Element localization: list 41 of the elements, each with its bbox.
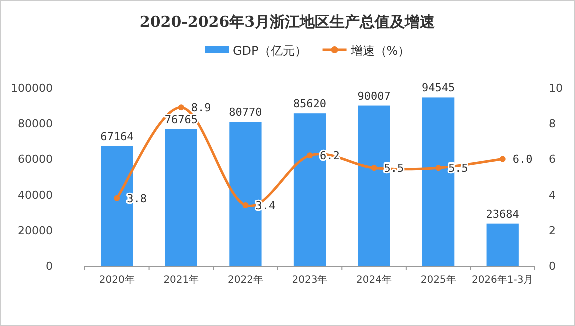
point bbox=[242, 202, 249, 208]
data-label: 5.5 bbox=[384, 162, 404, 176]
y2-tick-label: 10 bbox=[549, 82, 563, 95]
y2-tick-label: 6 bbox=[549, 153, 556, 166]
bar bbox=[486, 224, 519, 266]
point bbox=[371, 165, 378, 172]
x-tick-label: 2023年 bbox=[292, 274, 328, 286]
y2-tick-label: 0 bbox=[549, 260, 556, 273]
x-tick-label: 2021年 bbox=[164, 274, 200, 286]
point bbox=[436, 165, 442, 172]
bar bbox=[165, 129, 198, 266]
data-label: 80770 bbox=[229, 106, 262, 120]
y-tick-label: 40000 bbox=[18, 188, 53, 202]
data-label: 6.2 bbox=[320, 150, 340, 163]
data-label: 90007 bbox=[358, 90, 391, 103]
data-label: 6.0 bbox=[512, 153, 533, 166]
y2-tick-label: 2 bbox=[549, 224, 556, 238]
y-tick-label: 0 bbox=[46, 260, 53, 273]
chart-title: 2020-2026年3月浙江地区生产总值及增速 bbox=[140, 13, 436, 31]
data-label: 67164 bbox=[100, 130, 134, 144]
y-tick-label: 20000 bbox=[18, 224, 53, 238]
point bbox=[307, 152, 313, 159]
legend-label: 增速（%） bbox=[350, 44, 410, 58]
x-tick-label: 2022年 bbox=[228, 274, 264, 286]
data-label: 23684 bbox=[486, 208, 520, 221]
y-tick-label: 80000 bbox=[18, 118, 53, 131]
legend-label: GDP（亿元） bbox=[233, 44, 307, 58]
y-tick-label: 60000 bbox=[18, 153, 53, 166]
data-label: 85620 bbox=[293, 98, 327, 111]
x-tick-label: 2026年1-3月 bbox=[472, 274, 534, 286]
y2-tick-label: 4 bbox=[549, 188, 556, 202]
y-tick-label: 100000 bbox=[11, 82, 53, 95]
x-tick-label: 2025年 bbox=[420, 274, 456, 286]
x-tick-label: 2024年 bbox=[356, 274, 392, 286]
x-tick-label: 2020年 bbox=[99, 274, 135, 286]
point bbox=[114, 195, 120, 202]
point bbox=[500, 156, 506, 162]
y2-tick-label: 8 bbox=[549, 118, 556, 131]
data-label: 94545 bbox=[422, 82, 456, 95]
data-label: 8.9 bbox=[191, 102, 212, 115]
point bbox=[178, 104, 184, 111]
